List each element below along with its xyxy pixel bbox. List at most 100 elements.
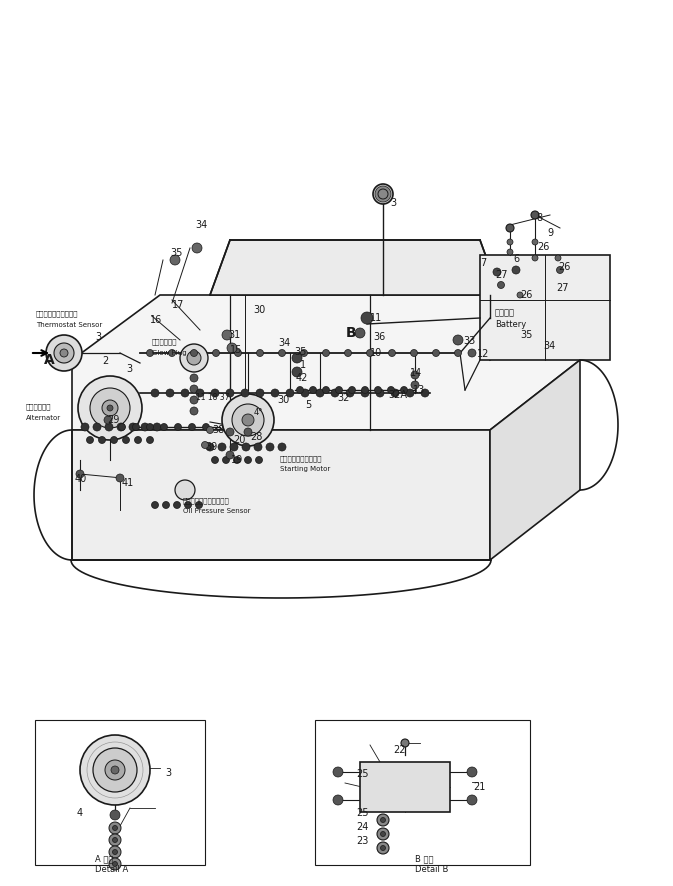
Circle shape bbox=[190, 374, 198, 382]
Circle shape bbox=[166, 389, 174, 397]
Text: A 詳細: A 詳細 bbox=[95, 854, 113, 863]
Circle shape bbox=[453, 335, 463, 345]
Circle shape bbox=[377, 814, 389, 826]
Circle shape bbox=[105, 760, 125, 780]
Circle shape bbox=[278, 443, 286, 451]
Circle shape bbox=[256, 349, 264, 356]
Circle shape bbox=[211, 389, 219, 397]
Circle shape bbox=[355, 328, 365, 338]
Polygon shape bbox=[72, 430, 490, 560]
Circle shape bbox=[76, 470, 84, 478]
Text: バッテリ: バッテリ bbox=[495, 308, 515, 317]
Circle shape bbox=[187, 351, 201, 365]
Circle shape bbox=[60, 349, 68, 357]
Text: 6: 6 bbox=[513, 254, 519, 264]
Text: 35: 35 bbox=[294, 347, 306, 357]
Circle shape bbox=[190, 349, 197, 356]
Text: B: B bbox=[346, 326, 357, 340]
Polygon shape bbox=[490, 360, 580, 560]
Circle shape bbox=[512, 266, 520, 274]
Circle shape bbox=[90, 388, 130, 428]
Circle shape bbox=[226, 389, 234, 397]
Circle shape bbox=[116, 474, 124, 482]
Circle shape bbox=[213, 349, 219, 356]
Text: 40: 40 bbox=[75, 474, 87, 484]
Circle shape bbox=[174, 501, 180, 509]
Circle shape bbox=[411, 381, 419, 389]
Circle shape bbox=[557, 267, 563, 274]
Bar bbox=[360, 762, 450, 812]
Circle shape bbox=[286, 389, 294, 397]
Circle shape bbox=[373, 184, 393, 204]
Text: 21: 21 bbox=[473, 782, 485, 792]
Circle shape bbox=[555, 255, 561, 261]
Circle shape bbox=[112, 826, 118, 830]
Circle shape bbox=[497, 282, 505, 289]
Circle shape bbox=[168, 349, 176, 356]
Text: 20: 20 bbox=[233, 435, 246, 445]
Circle shape bbox=[196, 389, 204, 397]
Circle shape bbox=[190, 385, 198, 393]
Text: 28: 28 bbox=[250, 432, 262, 442]
Text: 7: 7 bbox=[480, 258, 487, 268]
Circle shape bbox=[242, 443, 250, 451]
Text: 34: 34 bbox=[543, 341, 555, 351]
Circle shape bbox=[151, 389, 159, 397]
Circle shape bbox=[377, 842, 389, 854]
Text: Detail A: Detail A bbox=[95, 865, 129, 874]
Text: Alternator: Alternator bbox=[26, 415, 61, 421]
Circle shape bbox=[376, 389, 384, 397]
Text: 27: 27 bbox=[495, 270, 507, 280]
Circle shape bbox=[380, 818, 386, 822]
Circle shape bbox=[375, 186, 391, 202]
Circle shape bbox=[345, 349, 351, 356]
Text: 34: 34 bbox=[278, 338, 290, 348]
Text: 11 18 37: 11 18 37 bbox=[196, 393, 229, 402]
Bar bbox=[35, 720, 205, 865]
Circle shape bbox=[203, 424, 209, 431]
Circle shape bbox=[102, 400, 118, 416]
Circle shape bbox=[141, 423, 149, 431]
Circle shape bbox=[188, 424, 195, 431]
Text: Starting Motor: Starting Motor bbox=[280, 466, 330, 472]
Text: 16: 16 bbox=[150, 315, 162, 325]
Circle shape bbox=[467, 795, 477, 805]
Circle shape bbox=[256, 456, 262, 463]
Circle shape bbox=[256, 389, 264, 397]
Circle shape bbox=[226, 451, 234, 459]
Circle shape bbox=[87, 437, 94, 444]
Circle shape bbox=[226, 428, 234, 436]
Circle shape bbox=[244, 428, 252, 436]
Circle shape bbox=[190, 396, 198, 404]
Text: 8: 8 bbox=[536, 213, 542, 223]
Circle shape bbox=[109, 846, 121, 858]
Circle shape bbox=[406, 389, 414, 397]
Circle shape bbox=[112, 861, 118, 867]
Text: Thermostat Sensor: Thermostat Sensor bbox=[36, 322, 102, 328]
Circle shape bbox=[367, 349, 374, 356]
Circle shape bbox=[377, 828, 389, 840]
Circle shape bbox=[111, 766, 119, 774]
Text: 26: 26 bbox=[537, 242, 549, 252]
Circle shape bbox=[153, 423, 161, 431]
Text: Detail B: Detail B bbox=[415, 865, 448, 874]
Text: 17: 17 bbox=[172, 300, 184, 310]
Text: 25: 25 bbox=[356, 769, 369, 779]
Circle shape bbox=[230, 443, 238, 451]
Circle shape bbox=[361, 386, 369, 393]
Circle shape bbox=[292, 353, 302, 363]
Text: 12: 12 bbox=[477, 349, 489, 359]
Circle shape bbox=[151, 501, 159, 509]
Text: 32A: 32A bbox=[388, 390, 407, 400]
Text: 22: 22 bbox=[393, 745, 406, 755]
Polygon shape bbox=[210, 240, 500, 295]
Circle shape bbox=[400, 386, 407, 393]
Circle shape bbox=[93, 423, 101, 431]
Text: 29: 29 bbox=[107, 415, 119, 425]
Text: 14: 14 bbox=[410, 368, 422, 378]
Circle shape bbox=[301, 349, 308, 356]
Text: Glow Plug: Glow Plug bbox=[152, 350, 186, 356]
Circle shape bbox=[467, 767, 477, 777]
Circle shape bbox=[506, 224, 514, 232]
Text: 4°: 4° bbox=[254, 408, 263, 417]
